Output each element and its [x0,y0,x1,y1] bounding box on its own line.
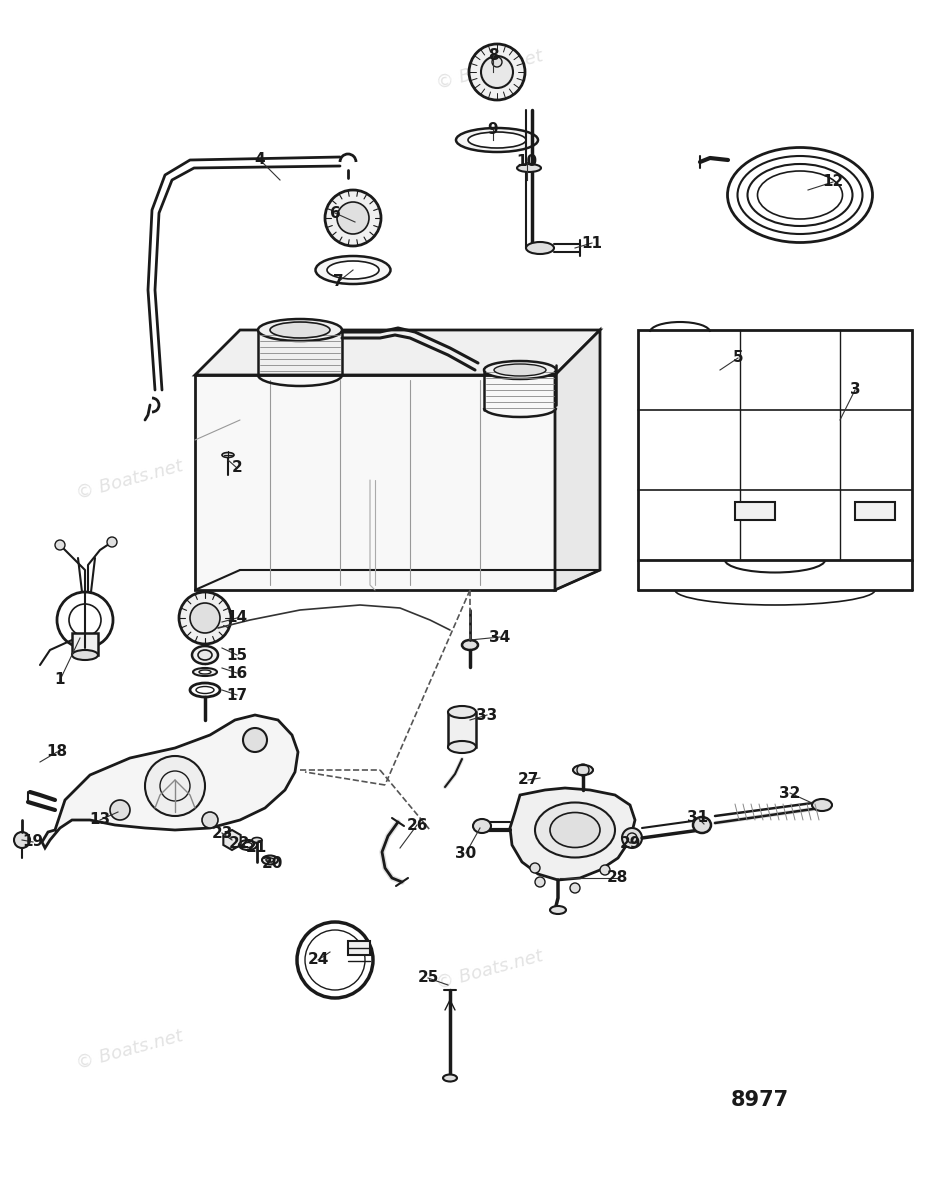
Bar [855,502,895,520]
Circle shape [492,56,502,67]
Ellipse shape [327,260,379,278]
Ellipse shape [517,164,541,172]
Text: 32: 32 [779,786,801,800]
Circle shape [570,883,580,893]
Text: 16: 16 [226,666,248,680]
Circle shape [107,538,117,547]
Text: 15: 15 [226,648,248,662]
Text: © Boats.net: © Boats.net [74,457,186,503]
Ellipse shape [258,319,342,341]
Text: 5: 5 [733,350,743,366]
Ellipse shape [262,856,278,864]
Ellipse shape [526,242,554,254]
Text: 2: 2 [232,461,242,475]
Circle shape [481,56,513,88]
Ellipse shape [456,128,538,152]
Circle shape [530,863,540,874]
Polygon shape [195,374,555,590]
Ellipse shape [484,361,556,379]
Text: 28: 28 [607,870,627,886]
Ellipse shape [535,803,615,858]
Ellipse shape [573,766,593,775]
Text: 30: 30 [455,846,477,860]
Text: 4: 4 [254,152,266,168]
Ellipse shape [448,740,476,754]
Circle shape [622,828,642,848]
Ellipse shape [462,640,478,650]
Ellipse shape [199,670,211,674]
Polygon shape [223,830,240,850]
Text: 26: 26 [406,817,428,833]
Bar [735,502,775,520]
Circle shape [202,812,218,828]
Text: 18: 18 [46,744,68,760]
Circle shape [145,756,205,816]
Circle shape [55,540,65,550]
Circle shape [190,602,220,634]
Ellipse shape [193,668,217,676]
Circle shape [469,44,525,100]
Text: © Boats.net: © Boats.net [74,1027,186,1073]
Text: 34: 34 [490,630,511,644]
Text: 13: 13 [89,812,110,828]
Text: 33: 33 [477,708,497,722]
Text: 25: 25 [417,971,439,985]
Ellipse shape [192,646,218,664]
Ellipse shape [198,650,212,660]
Ellipse shape [468,132,526,148]
Text: 9: 9 [488,122,498,138]
Text: 29: 29 [619,835,641,851]
Ellipse shape [443,1074,457,1081]
Text: 31: 31 [688,810,708,826]
Circle shape [325,190,381,246]
Ellipse shape [550,906,566,914]
Text: 14: 14 [226,611,248,625]
Circle shape [243,728,267,752]
Ellipse shape [473,818,491,833]
Ellipse shape [316,256,391,284]
Circle shape [110,800,130,820]
Circle shape [14,832,30,848]
Text: 1: 1 [55,672,65,688]
Ellipse shape [494,364,546,376]
Text: 3: 3 [850,383,860,397]
Text: © Boats.net: © Boats.net [434,947,545,992]
Text: 22: 22 [229,835,251,851]
Text: 8: 8 [488,48,498,62]
Ellipse shape [693,817,711,833]
Text: 8977: 8977 [731,1090,789,1110]
Text: © Boats.net: © Boats.net [434,47,545,92]
Bar [448,712,476,746]
Text: 6: 6 [330,205,340,221]
Text: 20: 20 [261,856,283,870]
Polygon shape [42,715,298,848]
Text: 10: 10 [516,155,538,169]
Polygon shape [555,330,600,590]
Text: 23: 23 [211,826,233,840]
Polygon shape [510,788,635,880]
Text: 19: 19 [23,834,43,850]
Text: 11: 11 [581,235,603,251]
Text: 21: 21 [245,840,267,856]
Circle shape [179,592,231,644]
Ellipse shape [72,650,98,660]
Circle shape [337,202,369,234]
Text: 27: 27 [517,773,539,787]
Circle shape [535,877,545,887]
Circle shape [600,865,610,875]
Text: 7: 7 [333,275,343,289]
Polygon shape [195,330,600,374]
Ellipse shape [270,322,330,338]
Ellipse shape [448,706,476,718]
Text: 24: 24 [307,953,329,967]
Ellipse shape [252,838,262,842]
Text: 17: 17 [226,688,248,702]
Ellipse shape [812,799,832,811]
Ellipse shape [222,452,234,457]
Bar [72,634,98,655]
Bar [348,941,370,955]
Text: 12: 12 [822,174,844,190]
Ellipse shape [550,812,600,847]
